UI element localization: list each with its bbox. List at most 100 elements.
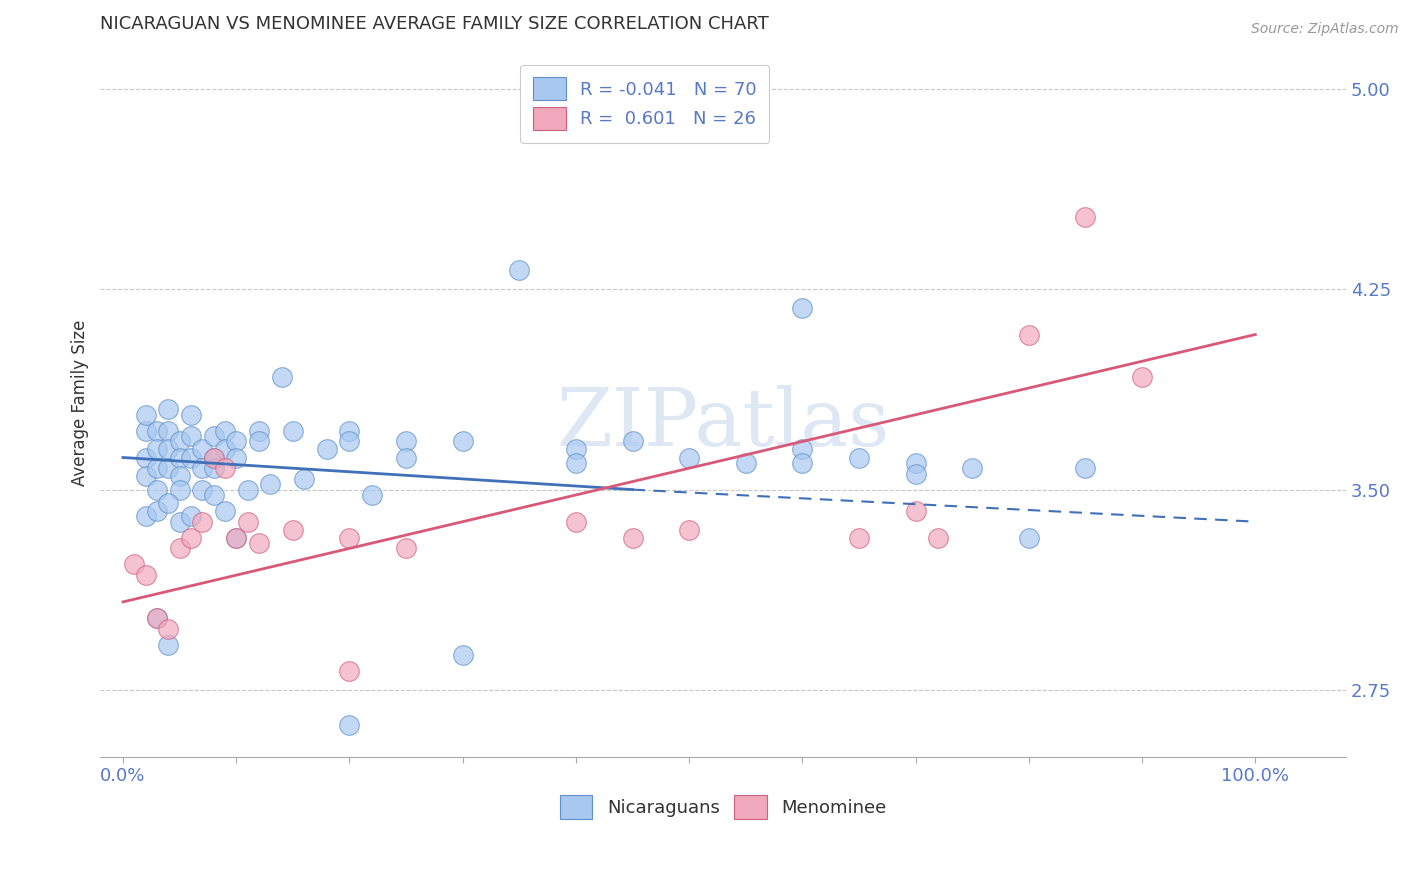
Point bbox=[191, 461, 214, 475]
Point bbox=[157, 496, 180, 510]
Point bbox=[1074, 210, 1097, 224]
Point bbox=[236, 515, 259, 529]
Point bbox=[169, 434, 191, 449]
Point bbox=[621, 434, 644, 449]
Point bbox=[1018, 327, 1040, 342]
Point bbox=[565, 515, 588, 529]
Point bbox=[169, 541, 191, 556]
Point bbox=[451, 830, 474, 845]
Point bbox=[848, 531, 870, 545]
Point bbox=[202, 450, 225, 465]
Point bbox=[792, 456, 814, 470]
Point bbox=[135, 424, 157, 438]
Point bbox=[214, 442, 236, 457]
Point bbox=[146, 611, 169, 625]
Point bbox=[169, 450, 191, 465]
Point bbox=[621, 531, 644, 545]
Point bbox=[157, 638, 180, 652]
Point bbox=[225, 531, 247, 545]
Point bbox=[270, 370, 292, 384]
Point bbox=[451, 648, 474, 663]
Point bbox=[202, 461, 225, 475]
Point bbox=[157, 461, 180, 475]
Point bbox=[904, 456, 927, 470]
Point bbox=[247, 536, 270, 550]
Point bbox=[565, 456, 588, 470]
Point bbox=[157, 424, 180, 438]
Point bbox=[848, 450, 870, 465]
Point bbox=[259, 477, 281, 491]
Point bbox=[191, 442, 214, 457]
Point bbox=[678, 523, 700, 537]
Point bbox=[180, 450, 202, 465]
Point bbox=[451, 434, 474, 449]
Point bbox=[180, 429, 202, 443]
Point bbox=[236, 483, 259, 497]
Point bbox=[225, 434, 247, 449]
Point bbox=[191, 515, 214, 529]
Point bbox=[214, 424, 236, 438]
Point bbox=[395, 450, 418, 465]
Point bbox=[565, 442, 588, 457]
Point bbox=[292, 472, 315, 486]
Point bbox=[1130, 370, 1153, 384]
Point bbox=[135, 408, 157, 422]
Point bbox=[678, 450, 700, 465]
Point bbox=[146, 611, 169, 625]
Point bbox=[169, 515, 191, 529]
Point bbox=[180, 408, 202, 422]
Point bbox=[169, 483, 191, 497]
Point bbox=[960, 461, 983, 475]
Point bbox=[214, 504, 236, 518]
Point bbox=[157, 402, 180, 417]
Point bbox=[315, 442, 337, 457]
Point bbox=[180, 531, 202, 545]
Point bbox=[135, 509, 157, 524]
Point bbox=[157, 622, 180, 636]
Point bbox=[339, 531, 361, 545]
Text: ZIPatlas: ZIPatlas bbox=[557, 385, 890, 463]
Point bbox=[904, 504, 927, 518]
Point bbox=[792, 442, 814, 457]
Point bbox=[247, 434, 270, 449]
Point bbox=[135, 568, 157, 582]
Point bbox=[281, 424, 304, 438]
Point bbox=[339, 434, 361, 449]
Point bbox=[180, 509, 202, 524]
Point bbox=[146, 424, 169, 438]
Point bbox=[395, 434, 418, 449]
Point bbox=[202, 488, 225, 502]
Point bbox=[508, 263, 530, 277]
Point bbox=[202, 429, 225, 443]
Point bbox=[792, 301, 814, 315]
Point bbox=[339, 424, 361, 438]
Point bbox=[1018, 531, 1040, 545]
Point bbox=[361, 488, 384, 502]
Point bbox=[146, 483, 169, 497]
Point bbox=[169, 469, 191, 483]
Point bbox=[904, 467, 927, 481]
Y-axis label: Average Family Size: Average Family Size bbox=[72, 319, 89, 486]
Point bbox=[734, 456, 756, 470]
Point bbox=[146, 504, 169, 518]
Point bbox=[225, 450, 247, 465]
Point bbox=[146, 442, 169, 457]
Point bbox=[191, 483, 214, 497]
Point bbox=[339, 718, 361, 732]
Point bbox=[135, 469, 157, 483]
Text: Source: ZipAtlas.com: Source: ZipAtlas.com bbox=[1251, 22, 1399, 37]
Point bbox=[202, 450, 225, 465]
Text: NICARAGUAN VS MENOMINEE AVERAGE FAMILY SIZE CORRELATION CHART: NICARAGUAN VS MENOMINEE AVERAGE FAMILY S… bbox=[100, 15, 769, 33]
Point bbox=[135, 450, 157, 465]
Point bbox=[281, 523, 304, 537]
Point bbox=[927, 531, 949, 545]
Point bbox=[157, 442, 180, 457]
Point bbox=[214, 461, 236, 475]
Point bbox=[225, 531, 247, 545]
Point bbox=[124, 558, 146, 572]
Point bbox=[146, 461, 169, 475]
Point bbox=[395, 541, 418, 556]
Legend: Nicaraguans, Menominee: Nicaraguans, Menominee bbox=[553, 789, 894, 826]
Point bbox=[1074, 461, 1097, 475]
Point bbox=[247, 424, 270, 438]
